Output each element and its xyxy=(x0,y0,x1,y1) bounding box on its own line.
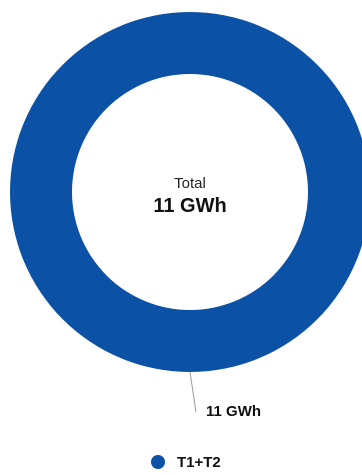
legend-label: T1+T2 xyxy=(177,454,221,471)
center-value: 11 GWh xyxy=(153,195,226,217)
center-label: Total xyxy=(174,175,206,192)
legend: T1+T2 xyxy=(151,454,221,471)
slices-layer xyxy=(10,12,362,372)
leader-line xyxy=(189,371,197,413)
legend-swatch xyxy=(151,455,165,469)
donut-slice-0 xyxy=(10,12,362,372)
slice-data-label: 11 GWh xyxy=(206,403,261,420)
